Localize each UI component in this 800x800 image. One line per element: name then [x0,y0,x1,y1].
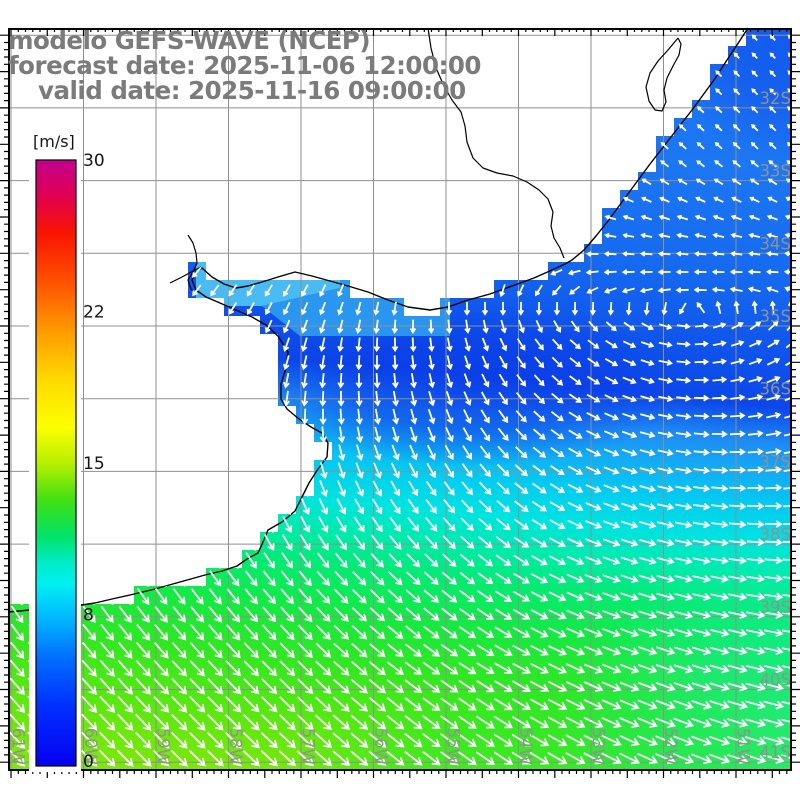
title-valid-date-line: valid date: 2025-11-16 09:00:00 [38,76,466,105]
longitude-label: 55W [444,728,463,765]
longitude-label: 53W [589,728,608,765]
coastline-layer [7,27,749,613]
ocean-shade-ellipse [555,535,792,770]
graticule-lines [8,28,792,770]
ocean-shade-ellipse [275,660,792,770]
title-forecast-date-line: forecast date: 2025-11-06 12:00:00 [8,51,481,80]
longitude-label: 56W [371,728,390,765]
coastline-path [7,27,749,613]
colorbar-tick-label: 15 [83,454,105,474]
longitude-label: 60W [81,728,100,765]
coastline-path [427,27,565,259]
colorbar-tick-labels: 30 22 15 8 0 [83,151,105,772]
map-frame [8,28,792,771]
coastline-path [645,37,682,112]
latitude-label: 32S [760,89,791,108]
longitude-label: 58W [226,728,245,765]
longitude-label: 52W [661,728,680,765]
latitude-label: 38S [760,525,791,544]
colorbar-tick-label: 8 [83,606,94,626]
latitude-label: 39S [760,598,791,617]
title-model-line: modelo GEFS-WAVE (NCEP) [8,26,370,55]
latitude-label: 34S [760,234,791,253]
latitude-label: 40S [760,671,791,690]
coastline-path [169,266,202,284]
colorbar: [m/s] 30 22 15 8 0 [29,132,105,772]
longitude-label: 54W [516,728,535,765]
colorbar-gradient-bar [35,159,77,767]
longitude-label: 59W [154,728,173,765]
latitude-label: 36S [760,380,791,399]
colorbar-tick-label: 30 [83,151,105,171]
latitude-label: 33S [760,162,791,181]
latitude-label: 37S [760,452,791,471]
title-block: modelo GEFS-WAVE (NCEP) forecast date: 2… [8,26,481,105]
ocean-shade-ellipse [665,28,792,162]
colorbar-tick-label: 0 [83,752,94,772]
longitude-label: 51W [734,728,753,765]
graticule-layer [8,28,792,770]
latitude-label: 41S [760,743,791,762]
axis-labels-layer: 32S 33S 34S 35S 36S 37S 38S 39S 40S 41S 61W 60W 59W 5… [9,89,792,765]
colorbar-tick-label: 22 [83,303,105,323]
colorbar-unit-label: [m/s] [33,132,75,151]
longitude-label: 57W [299,728,318,765]
latitude-label: 35S [760,307,791,326]
longitude-label: 61W [9,728,28,765]
coastline-path [187,234,198,295]
